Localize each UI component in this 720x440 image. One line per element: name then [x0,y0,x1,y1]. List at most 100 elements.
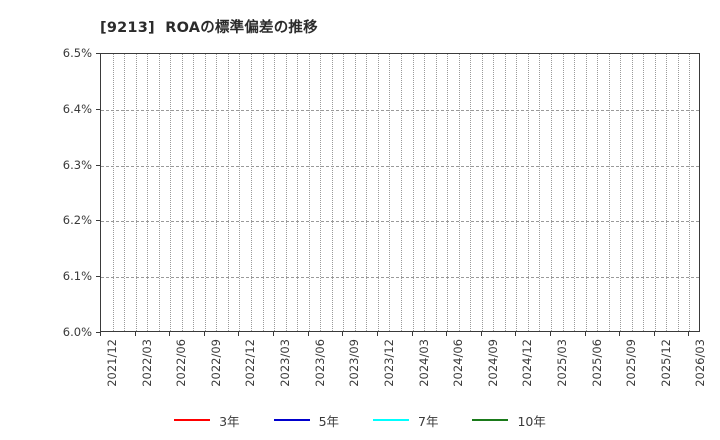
x-axis-tick-mark [480,332,482,336]
vertical-gridline [204,54,206,331]
x-axis-tick-label: 2023/06 [312,339,327,387]
x-axis-tick-mark [342,332,344,336]
vertical-gridline [251,54,252,331]
vertical-gridline [193,54,195,331]
vertical-gridline [274,54,276,331]
vertical-gridline [597,54,599,331]
vertical-gridline [297,54,299,331]
x-axis-tick-mark [134,332,136,336]
y-axis-tick-label: 6.1% [62,269,92,284]
y-axis-tick-mark [96,332,100,333]
vertical-gridline [551,54,552,331]
vertical-gridline [654,54,656,331]
y-axis-tick-mark [96,220,100,222]
vertical-gridline [458,54,460,331]
series-svg [101,54,700,332]
y-axis-tick-label: 6.2% [62,213,92,228]
x-axis-tick-mark [653,332,655,336]
vertical-gridline [481,54,483,331]
vertical-gridline [124,54,126,331]
y-axis-tick-label: 6.3% [62,157,92,172]
x-axis-tick-mark [619,332,621,336]
y-axis-tick-mark [96,53,100,54]
x-axis-tick-label: 2023/12 [381,339,396,387]
series-lines-layer [101,54,699,331]
chart-legend: 3年 5年 7年 10年 [0,408,720,432]
vertical-gridline [666,54,668,331]
horizontal-gridlines [101,54,699,331]
legend-item[interactable]: 7年 [373,411,438,430]
x-axis-tick-label: 2025/12 [658,339,673,387]
vertical-gridline [608,54,610,331]
vertical-gridline [158,54,160,331]
legend-item-label: 7年 [418,413,439,429]
x-axis-tick-label: 2024/03 [416,339,431,387]
x-axis-tick-label: 2022/06 [174,339,189,387]
x-axis-tick-label: 2025/06 [589,339,604,387]
y-axis-tick-mark [96,164,100,166]
legend-color-swatch [174,419,211,421]
x-axis-tick-label: 2024/12 [520,339,535,387]
x-axis-tick-label: 2022/09 [208,339,223,387]
vertical-gridline [135,54,137,331]
legend-item-label: 3年 [219,413,240,429]
legend-item-label: 10年 [517,413,546,429]
x-axis-tick-mark [688,332,690,336]
vertical-gridline [285,54,287,331]
vertical-gridline [493,54,495,331]
vertical-gridline [216,54,218,331]
y-axis-tick-label: 6.5% [62,46,92,60]
x-axis-tick-mark [411,332,413,336]
x-axis-tick-mark [307,332,309,336]
x-axis-tick-label: 2025/09 [624,339,639,387]
vertical-gridline [643,54,645,331]
vertical-gridline [435,54,437,331]
x-axis-tick-mark [169,332,171,336]
vertical-gridline [631,54,633,331]
vertical-gridline [354,54,356,331]
vertical-gridline [447,54,449,331]
vertical-gridline [401,54,402,331]
vertical-gridline [366,54,368,331]
legend-color-swatch [472,419,509,421]
legend-color-swatch [373,419,410,421]
vertical-gridline [677,54,679,331]
x-axis-tick-mark [238,332,240,336]
x-axis-tick-label: 2022/03 [139,339,154,387]
vertical-gridline [539,54,541,331]
x-axis-tick-mark [515,332,517,336]
x-axis: 2021/12 2022/03 2022/06 2022/09 2022/12 2023/… [100,332,707,402]
vertical-gridline [412,54,414,331]
vertical-gridlines [101,54,699,331]
x-axis-tick-mark [584,332,586,336]
x-axis-tick-mark [550,332,551,336]
vertical-gridline [620,54,622,331]
legend-item[interactable]: 5年 [273,411,340,430]
x-axis-tick-mark [100,332,101,336]
vertical-gridline [343,54,345,331]
y-axis-tick-mark [96,108,100,110]
x-axis-tick-label: 2023/09 [347,339,362,387]
x-axis-tick-label: 2025/03 [555,339,569,387]
y-axis-tick-mark [96,276,100,278]
legend-color-swatch [273,419,310,421]
x-axis-tick-mark [203,332,205,336]
x-axis-tick-label: 2024/09 [485,339,500,387]
y-axis-tick-label: 6.4% [62,101,92,116]
vertical-gridline [147,54,149,331]
horizontal-gridline [101,277,699,279]
y-axis-tick-label: 6.0% [62,325,92,339]
vertical-gridline [331,54,333,331]
horizontal-gridline [101,109,699,111]
legend-item[interactable]: 3年 [174,411,240,430]
vertical-gridline [112,54,114,331]
vertical-gridline [424,54,426,331]
vertical-gridline [470,54,472,331]
vertical-gridline [562,54,564,331]
legend-item-label: 5年 [318,413,340,429]
vertical-gridline [170,54,172,331]
x-axis-tick-label: 2026/03 [693,339,708,387]
legend-item[interactable]: 10年 [472,411,546,430]
x-axis-tick-label: 2021/12 [105,339,119,387]
